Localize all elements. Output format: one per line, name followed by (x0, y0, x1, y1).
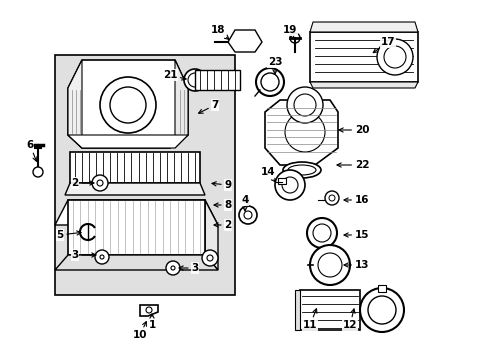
Ellipse shape (287, 165, 315, 175)
Circle shape (92, 175, 108, 191)
Circle shape (289, 33, 299, 43)
Text: 23: 23 (267, 57, 282, 74)
Polygon shape (299, 290, 359, 330)
Circle shape (309, 245, 349, 285)
Bar (55, 55, 235, 295)
Text: 11: 11 (302, 309, 317, 330)
Circle shape (100, 255, 104, 259)
Bar (377, 285, 385, 292)
Polygon shape (227, 30, 262, 52)
Polygon shape (309, 82, 417, 88)
Polygon shape (68, 200, 204, 255)
Text: 19: 19 (282, 25, 297, 39)
Polygon shape (68, 135, 187, 148)
Polygon shape (68, 60, 82, 148)
Circle shape (239, 206, 257, 224)
Text: 4: 4 (241, 195, 248, 211)
Text: 15: 15 (344, 230, 368, 240)
Circle shape (274, 170, 305, 200)
Circle shape (367, 296, 395, 324)
Polygon shape (195, 70, 240, 90)
Polygon shape (204, 200, 218, 270)
Text: 14: 14 (260, 167, 275, 182)
Text: 1: 1 (148, 314, 155, 330)
Text: 10: 10 (132, 321, 147, 340)
Circle shape (261, 73, 279, 91)
Text: 9: 9 (212, 180, 231, 190)
Circle shape (282, 177, 297, 193)
Text: 2: 2 (214, 220, 231, 230)
Text: 17: 17 (372, 37, 394, 53)
Circle shape (359, 288, 403, 332)
Circle shape (206, 255, 213, 261)
Circle shape (171, 266, 175, 270)
Circle shape (33, 167, 43, 177)
Polygon shape (65, 183, 204, 195)
Circle shape (110, 87, 146, 123)
Text: 8: 8 (214, 200, 231, 210)
Text: 18: 18 (210, 25, 228, 39)
Text: 21: 21 (163, 70, 186, 80)
Circle shape (306, 218, 336, 248)
Circle shape (244, 211, 251, 219)
Bar (278, 178, 285, 184)
Circle shape (256, 68, 284, 96)
Circle shape (286, 87, 323, 123)
Text: 13: 13 (344, 260, 368, 270)
Circle shape (328, 195, 334, 201)
Text: 20: 20 (338, 125, 368, 135)
Polygon shape (294, 290, 299, 330)
Polygon shape (140, 305, 158, 316)
Circle shape (165, 261, 180, 275)
Ellipse shape (283, 162, 320, 178)
Circle shape (100, 77, 156, 133)
Polygon shape (309, 22, 417, 32)
Polygon shape (175, 60, 187, 148)
Circle shape (325, 191, 338, 205)
Circle shape (376, 39, 412, 75)
Circle shape (146, 307, 152, 313)
Polygon shape (264, 100, 337, 165)
Text: 12: 12 (342, 309, 357, 330)
Text: 16: 16 (344, 195, 368, 205)
Polygon shape (55, 200, 218, 225)
Circle shape (285, 112, 325, 152)
Text: 7: 7 (198, 100, 218, 113)
Circle shape (293, 94, 315, 116)
Circle shape (202, 250, 218, 266)
Text: 22: 22 (336, 160, 368, 170)
Text: 3: 3 (179, 263, 198, 273)
Polygon shape (68, 60, 187, 148)
Polygon shape (309, 32, 417, 82)
Circle shape (95, 250, 109, 264)
Ellipse shape (183, 69, 205, 91)
Text: 6: 6 (26, 140, 37, 161)
Circle shape (312, 224, 330, 242)
Text: 5: 5 (56, 230, 81, 240)
Text: 2: 2 (71, 178, 94, 188)
Circle shape (317, 253, 341, 277)
Text: 3: 3 (71, 250, 96, 260)
Polygon shape (55, 255, 218, 270)
Ellipse shape (187, 73, 202, 87)
Circle shape (97, 180, 103, 186)
Circle shape (383, 46, 405, 68)
Polygon shape (70, 152, 200, 183)
